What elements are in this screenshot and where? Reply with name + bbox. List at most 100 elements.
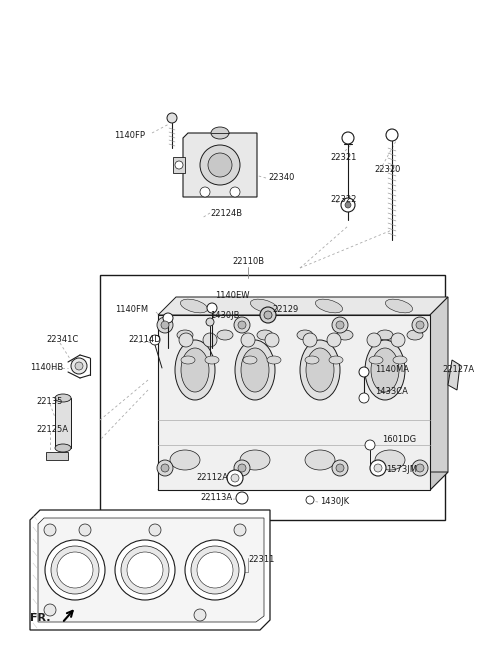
Text: 22311: 22311 (248, 556, 275, 565)
Text: 1140FP: 1140FP (114, 131, 145, 140)
Circle shape (57, 552, 93, 588)
Text: 1430JB: 1430JB (210, 312, 240, 321)
Ellipse shape (211, 127, 229, 139)
Ellipse shape (243, 356, 257, 364)
Ellipse shape (337, 330, 353, 340)
Text: 1140FM: 1140FM (115, 306, 148, 314)
Circle shape (341, 198, 355, 212)
Ellipse shape (55, 444, 71, 452)
Circle shape (191, 546, 239, 594)
Ellipse shape (329, 356, 343, 364)
Ellipse shape (217, 330, 233, 340)
Text: 22320: 22320 (374, 165, 400, 174)
Circle shape (157, 317, 173, 333)
Circle shape (157, 460, 173, 476)
Ellipse shape (407, 330, 423, 340)
Circle shape (260, 307, 276, 323)
Circle shape (230, 187, 240, 197)
Polygon shape (38, 518, 264, 622)
Circle shape (332, 460, 348, 476)
Circle shape (416, 464, 424, 472)
Ellipse shape (393, 356, 407, 364)
Ellipse shape (170, 450, 200, 470)
Ellipse shape (177, 330, 193, 340)
Ellipse shape (55, 394, 71, 402)
Circle shape (115, 540, 175, 600)
Circle shape (241, 333, 255, 347)
Text: 1140HB: 1140HB (30, 363, 63, 373)
Text: 22135: 22135 (36, 398, 62, 407)
Circle shape (200, 187, 210, 197)
Ellipse shape (297, 330, 313, 340)
Circle shape (359, 367, 369, 377)
Circle shape (121, 546, 169, 594)
Text: 1430JK: 1430JK (320, 497, 349, 506)
Circle shape (332, 317, 348, 333)
Polygon shape (158, 297, 448, 315)
Circle shape (374, 464, 382, 472)
Polygon shape (30, 510, 270, 630)
Circle shape (161, 464, 169, 472)
Circle shape (45, 540, 105, 600)
Text: 22124B: 22124B (210, 209, 242, 218)
Text: 22110B: 22110B (232, 258, 264, 266)
Ellipse shape (251, 299, 277, 313)
Text: 22127A: 22127A (442, 365, 474, 375)
Text: 22129: 22129 (272, 306, 298, 314)
Ellipse shape (241, 348, 269, 392)
Ellipse shape (369, 356, 383, 364)
Circle shape (391, 333, 405, 347)
Circle shape (303, 333, 317, 347)
Circle shape (163, 313, 173, 323)
Ellipse shape (240, 450, 270, 470)
Circle shape (203, 333, 217, 347)
Circle shape (44, 524, 56, 536)
Text: FR.: FR. (30, 613, 50, 623)
Text: 22112A: 22112A (196, 474, 228, 483)
Circle shape (386, 129, 398, 141)
Circle shape (149, 524, 161, 536)
Bar (46, 452, 68, 460)
Ellipse shape (180, 299, 208, 313)
Polygon shape (158, 472, 448, 490)
Bar (55, 398, 71, 448)
Circle shape (179, 333, 193, 347)
Circle shape (207, 303, 217, 313)
Circle shape (306, 496, 314, 504)
Circle shape (234, 524, 246, 536)
Circle shape (79, 524, 91, 536)
Ellipse shape (300, 340, 340, 400)
Circle shape (342, 132, 354, 144)
Circle shape (416, 321, 424, 329)
Circle shape (234, 317, 250, 333)
Circle shape (127, 552, 163, 588)
Text: 1140EW: 1140EW (215, 291, 250, 300)
Ellipse shape (235, 340, 275, 400)
Polygon shape (183, 133, 257, 197)
Ellipse shape (306, 348, 334, 392)
Bar (100, 275, 445, 520)
Text: 1140MA: 1140MA (375, 365, 409, 375)
Circle shape (412, 460, 428, 476)
Circle shape (365, 440, 375, 450)
Circle shape (71, 358, 87, 374)
Circle shape (359, 393, 369, 403)
Circle shape (370, 460, 386, 476)
Circle shape (150, 335, 160, 345)
Circle shape (194, 609, 206, 621)
Circle shape (236, 492, 248, 504)
Ellipse shape (315, 299, 343, 313)
Text: 1433CA: 1433CA (375, 388, 408, 396)
Circle shape (161, 321, 169, 329)
Ellipse shape (267, 356, 281, 364)
Circle shape (44, 604, 56, 616)
Circle shape (412, 317, 428, 333)
Polygon shape (448, 360, 460, 390)
Circle shape (208, 153, 232, 177)
Circle shape (265, 333, 279, 347)
Ellipse shape (305, 450, 335, 470)
Text: 22113A: 22113A (200, 493, 232, 502)
Circle shape (75, 362, 83, 370)
Circle shape (185, 540, 245, 600)
Circle shape (231, 474, 239, 482)
